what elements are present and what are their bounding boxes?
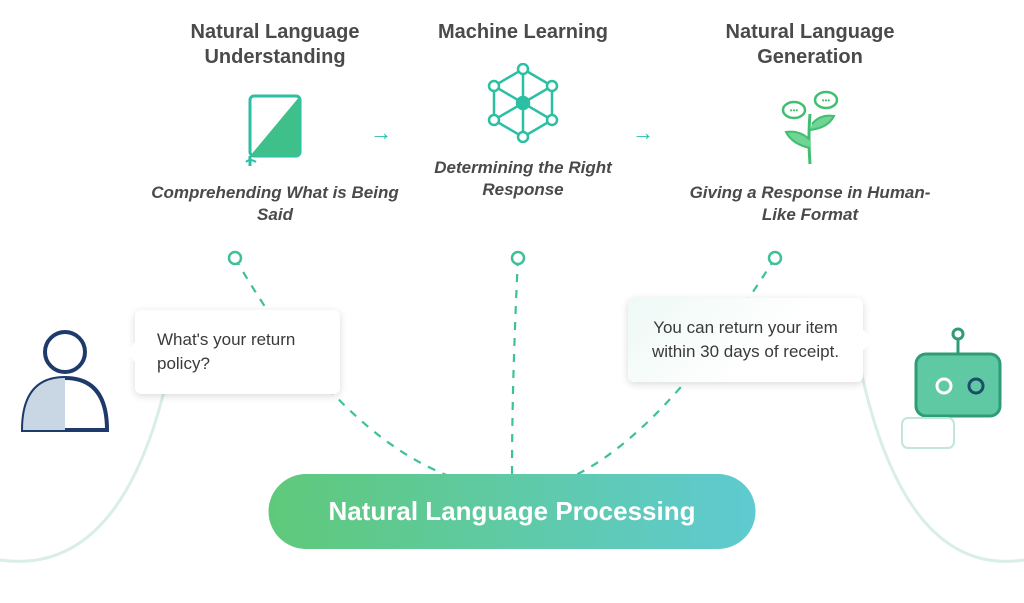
nlp-pill-label: Natural Language Processing (329, 496, 696, 526)
plant-icon: ••• ••• (680, 88, 940, 168)
column-subtitle: Comprehending What is Being Said (145, 182, 405, 226)
svg-text:•••: ••• (822, 96, 831, 105)
bot-icon (902, 329, 1000, 448)
user-icon (23, 332, 107, 430)
column-title: Machine Learning (428, 20, 618, 45)
bot-speech-bubble: You can return your item within 30 days … (628, 298, 863, 382)
nlp-pill: Natural Language Processing (269, 474, 756, 549)
connector-ml (512, 258, 518, 474)
column-nlu: Natural Language Understanding Comprehen… (145, 20, 405, 226)
connector-node (769, 252, 781, 264)
connector-node (229, 252, 241, 264)
column-title: Natural Language Understanding (145, 20, 405, 70)
book-icon (145, 88, 405, 168)
flow-arrow-icon: → (632, 120, 654, 146)
column-subtitle: Determining the Right Response (428, 157, 618, 201)
network-icon (428, 63, 618, 143)
column-title: Natural Language Generation (680, 20, 940, 70)
bot-speech-text: You can return your item within 30 days … (652, 318, 839, 361)
user-speech-text: What's your return policy? (157, 330, 295, 373)
column-ml: Machine Learning Determining the Right R… (428, 20, 618, 201)
user-speech-bubble: What's your return policy? (135, 310, 340, 394)
connector-node (512, 252, 524, 264)
column-subtitle: Giving a Response in Human-Like Format (680, 182, 940, 226)
column-nlg: Natural Language Generation ••• ••• Givi… (680, 20, 940, 226)
svg-text:•••: ••• (790, 106, 799, 115)
